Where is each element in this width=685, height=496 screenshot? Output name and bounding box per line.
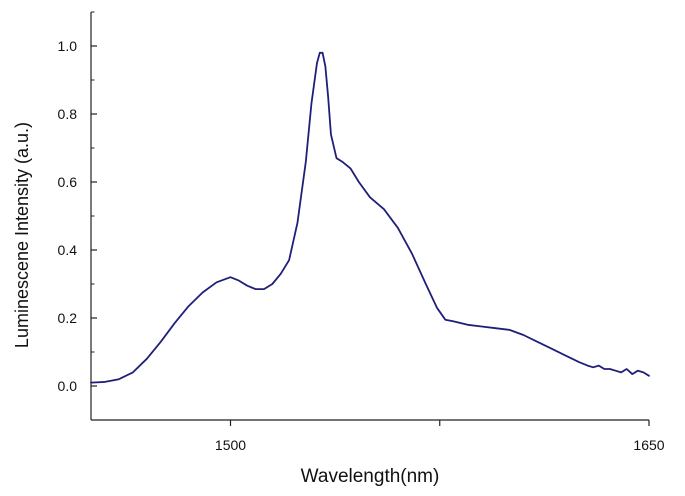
y-tick-label: 1.0 [58,38,78,54]
y-tick-label: 0.6 [58,174,78,190]
x-tick-label: 1500 [215,437,246,453]
series-layer [90,51,650,384]
y-tick-label: 0.8 [58,106,78,122]
tick-marks [91,11,650,426]
axes [90,12,649,421]
series-line [90,51,650,384]
tick-labels: 0.0 0.2 0.4 0.6 0.8 1.0 1500 1650 [58,38,665,453]
y-axis-label: Luminescene Intensity (a.u.) [12,122,32,348]
y-tick-label: 0.2 [58,310,78,326]
y-tick-label: 0.4 [58,242,78,258]
y-tick-label: 0.0 [58,378,78,394]
x-axis-label: Wavelength(nm) [301,466,440,487]
x-tick-label: 1650 [633,437,664,453]
